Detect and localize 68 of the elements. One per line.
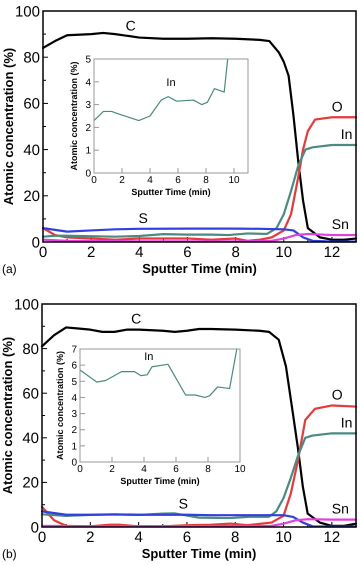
y-tick-label: 60 (22, 385, 39, 402)
x-tick-label: 2 (109, 464, 116, 475)
series-label: O (332, 386, 343, 403)
y-tick-label: 5 (71, 376, 78, 388)
text: (a) (2, 262, 17, 276)
x-tick-label: 4 (147, 175, 154, 186)
y-tick-label: 2 (71, 425, 78, 436)
x-tick-label: 8 (231, 244, 240, 261)
series-label: In (340, 126, 352, 142)
y-tick-label: 60 (23, 96, 40, 113)
y-tick-label: 7 (71, 344, 78, 356)
series-label: In (340, 414, 352, 430)
y-axis-title: Atomic concentration (%) (69, 61, 79, 171)
line-series (79, 348, 238, 398)
x-tick-label: 6 (183, 244, 192, 261)
x-axis-title: Sputter Time (min) (131, 187, 211, 197)
text: (b) (2, 547, 17, 561)
series-label: In (166, 77, 176, 90)
x-tick-label: 2 (119, 175, 126, 186)
y-tick-label: 1 (71, 441, 78, 452)
y-axis-title: Atomic concentration (%) (55, 350, 65, 460)
series-label: C (131, 310, 142, 327)
series-label: S (178, 496, 188, 512)
x-tick-label: 6 (173, 464, 180, 475)
y-tick-label: 20 (23, 188, 40, 206)
y-tick-label: 5 (85, 54, 92, 66)
series-label: C (126, 17, 136, 34)
line-series (93, 58, 228, 122)
y-tick-label: 80 (23, 49, 40, 66)
x-tick-label: 4 (134, 529, 143, 546)
x-tick-label: 6 (182, 529, 192, 546)
x-axis-title: Sputter Time (min) (120, 476, 200, 486)
series-label: In (144, 351, 154, 364)
series-label: S (138, 210, 148, 226)
y-tick-label: 6 (71, 360, 78, 372)
x-axis-title: Sputter Time (min) (142, 546, 256, 561)
y-tick-label: 100 (14, 3, 40, 20)
line-series (40, 518, 358, 528)
x-tick-label: 4 (135, 244, 144, 261)
series-label: O (332, 98, 343, 114)
x-tick-label: 12 (324, 244, 340, 261)
x-tick-label: 10 (275, 529, 292, 546)
y-tick-label: 4 (71, 392, 78, 404)
y-tick-label: 3 (85, 100, 92, 112)
x-tick-label: 8 (203, 175, 210, 186)
y-tick-label: 20 (22, 474, 39, 492)
y-tick-label: 40 (22, 430, 39, 448)
x-tick-label: 8 (205, 464, 212, 475)
y-tick-label: 80 (22, 340, 39, 358)
y-tick-label: 40 (23, 142, 40, 159)
y-tick-label: 1 (85, 146, 92, 157)
y-tick-label: 2 (85, 122, 92, 134)
x-tick-label: 10 (234, 464, 246, 475)
y-tick-label: 100 (14, 296, 39, 314)
x-tick-label: 6 (175, 175, 182, 186)
x-tick-label: 10 (228, 175, 240, 186)
y-axis-title: Atomic concentration (%) (1, 48, 16, 206)
x-tick-label: 10 (275, 244, 292, 261)
y-tick-label: 3 (71, 409, 78, 420)
x-axis-title: Sputter Time (min) (142, 261, 257, 276)
y-axis-title: Atomic concentration (%) (0, 336, 15, 494)
x-tick-label: 12 (324, 529, 340, 546)
y-tick-label: 4 (85, 77, 92, 88)
series-label: Sn (332, 216, 349, 232)
x-tick-label: 4 (141, 464, 148, 475)
series-label: Sn (332, 500, 349, 517)
line-series (42, 232, 358, 242)
x-tick-label: 8 (231, 529, 240, 546)
